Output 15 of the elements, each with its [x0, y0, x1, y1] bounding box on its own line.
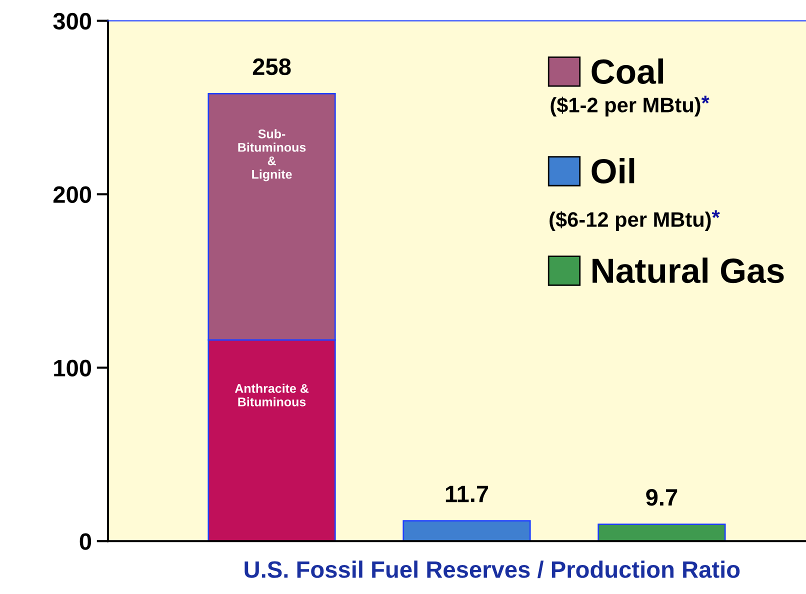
annotation: Sub-Bituminous & Lignite	[238, 129, 306, 182]
y-tick-label: 0	[80, 533, 92, 550]
legend-label: Natural Gas	[592, 258, 784, 284]
y-tick-label: 200	[53, 186, 92, 204]
annotation: ($6-12 per MBtu)*	[550, 210, 720, 232]
total-label: 11.7	[446, 486, 488, 502]
legend-label: Oil	[592, 158, 634, 184]
total-label: 258	[252, 58, 291, 76]
x-axis-title: U.S. Fossil Fuel Reserves / Production Ratio	[244, 560, 740, 578]
legend-label: Coal	[592, 58, 664, 84]
annotation: ($1-2 per MBtu)*	[550, 96, 710, 117]
y-tick-label: 300	[53, 12, 92, 30]
y-tick-label: 100	[54, 360, 92, 376]
series-label: Anthracite & Bituminous	[234, 384, 309, 406]
total-label: 9.7	[646, 489, 678, 506]
